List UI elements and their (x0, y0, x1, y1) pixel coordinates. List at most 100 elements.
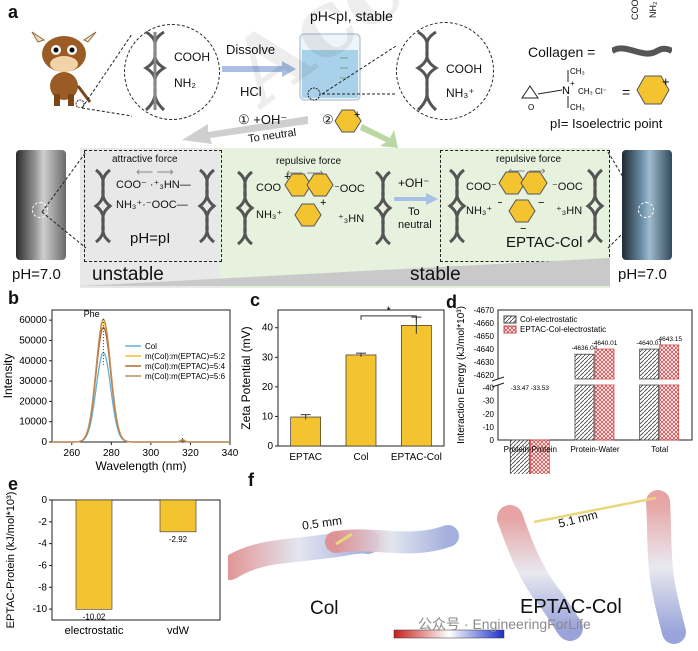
nh3-label: NH₃⁺ (446, 86, 475, 100)
y-tick-label: 60000 (19, 315, 47, 326)
helix-left-a (93, 168, 113, 244)
right-chem-3: ⁻OOC (552, 181, 583, 193)
legend-label: m(Col):m(EPTAC)=5:6 (145, 372, 226, 381)
bar (594, 348, 615, 380)
y-tick-label: 50000 (19, 335, 47, 346)
category-label: EPTAC (289, 452, 322, 463)
panel-c-label: c (250, 290, 261, 310)
mid-chem-3: ⁻OOC (334, 183, 365, 195)
panel-a-label: a (8, 2, 19, 22)
bar-lower-part (594, 384, 615, 441)
attractive-arrows: ⟵ ⟶ (136, 165, 174, 179)
ph-pi-label: pH=pI (130, 230, 171, 247)
x-tick-label: 340 (222, 448, 239, 459)
bar (659, 344, 680, 380)
y-tick-label: -20 (482, 410, 494, 419)
svg-text:−: − (538, 197, 544, 209)
y-tick-label: 40 (262, 323, 274, 334)
eptac-structure-icon: O N+ CH₃ CH₃ CH₃ Cl⁻ (521, 67, 607, 112)
svg-text:CH₃: CH₃ (570, 67, 585, 76)
step2-label: ② (322, 112, 334, 127)
category-label: Total (651, 445, 668, 454)
stable-label: stable (410, 264, 461, 285)
axis-break-mark (491, 376, 505, 382)
helix-mid-b (373, 170, 393, 246)
category-label: electrostatic (65, 625, 124, 637)
legend-label: Col (145, 342, 157, 351)
stability-wedge (80, 258, 610, 286)
y-tick-label: 0 (41, 437, 47, 448)
interaction-energy-chart: -4670 -4660 -4650 -4640 -4630 -4620 -40 -30 -20 -… (456, 306, 693, 474)
bar-value-label: -33.47 (511, 385, 530, 392)
y-tick-label: -4630 (474, 358, 495, 367)
bar-lower-part (574, 384, 595, 441)
y-tick-label: -2 (38, 517, 47, 528)
mid-hexagons: ++ (284, 172, 334, 227)
category-label: EPTAC-Col (391, 452, 442, 463)
pi-definition: pI= Isoelectric point (550, 116, 663, 131)
y-axis-label: Interaction Energy (kJ/mol*10³) (456, 306, 467, 444)
collagen-zoom-circle (124, 24, 220, 120)
panel-a: a COOH NH₂ Dissolve HCl pH<pI, stable (0, 0, 698, 290)
eptac-col-name-label: EPTAC-Col (520, 596, 622, 618)
bar-value-label: -33.53 (531, 385, 550, 392)
step1-label: ① +OH⁻ (238, 112, 288, 127)
x-tick-label: 300 (143, 448, 160, 459)
protonated-zoom-circle (396, 22, 494, 120)
zeta-potential-chart: 0 10 20 30 40 Zeta Potential (mV) EPTAC Col EPTA… (239, 305, 445, 463)
molecular-dynamics-render (228, 490, 686, 644)
y-tick-label: -10 (33, 604, 48, 615)
y-axis-label: Zeta Potential (mV) (239, 326, 253, 429)
left-box-chem-1: COO⁻ ·⁺₃HN— (116, 179, 191, 191)
mid-chem-2: NH₃⁺ (256, 209, 283, 221)
panel-f-label: f (248, 470, 254, 490)
spectrum-line (52, 326, 230, 443)
y-tick-label: -4620 (474, 371, 495, 380)
step2-hexagon-icon: + (334, 109, 362, 133)
test-tube-left (16, 150, 66, 260)
bar (290, 416, 322, 447)
step1-arrow-icon (182, 116, 308, 144)
eptac-col-box-label: EPTAC-Col (506, 234, 583, 251)
mid-step-label: +OH⁻ (398, 176, 430, 190)
dissolve-arrow-icon (222, 61, 296, 77)
test-tube-right (622, 150, 672, 260)
y-tick-label: 10 (262, 411, 274, 422)
spectrum-line (52, 321, 230, 443)
y-tick-label: 30 (262, 352, 274, 363)
bar-value-label: -4643.15 (656, 336, 682, 343)
y-axis-label: EPTAC-Protein (kJ/mol*10³) (5, 492, 17, 629)
bar-value-label: -4640.01 (592, 340, 618, 347)
bar-lower-part (659, 384, 680, 441)
svg-text:CH₃: CH₃ (570, 103, 585, 112)
bar (159, 499, 197, 533)
y-tick-label: 0 (41, 495, 47, 506)
nh2-vertical-label: NH₂ (648, 1, 658, 19)
category-label: vdW (167, 625, 190, 637)
bar (345, 354, 377, 447)
dissolve-label: Dissolve (226, 42, 276, 57)
svg-text:+: + (354, 109, 360, 121)
mid-chem-1: COO (256, 182, 282, 194)
eptac-hexagon-icon: + (636, 74, 670, 105)
helix-left-b (197, 168, 217, 244)
axis-break-mark (491, 382, 505, 388)
eptac-protein-chart: 0 -2 -4 -6 -8 -10 EPTAC-Protein (kJ/mol*10³) -1… (5, 492, 221, 637)
legend-label: EPTAC-Col-electrostatic (520, 325, 606, 334)
x-tick-label: 320 (182, 448, 199, 459)
ph-left-label: pH=7.0 (12, 266, 61, 283)
y-tick-label: -4670 (474, 306, 495, 315)
bar (400, 325, 432, 447)
y-tick-label: -8 (38, 582, 47, 593)
pi-box (84, 150, 222, 262)
mid-chem-4: ⁺₃HN (338, 213, 365, 225)
right-hexagons: − − − (498, 171, 548, 230)
bar-value-label: -2.92 (169, 535, 188, 544)
x-tick-label: 260 (63, 448, 80, 459)
y-tick-label: -30 (482, 397, 494, 406)
category-label: Protein-Protein (504, 445, 557, 454)
significance-star: * (387, 305, 392, 317)
y-tick-label: 20000 (19, 396, 47, 407)
bar-value-label: -4636.04 (572, 345, 598, 352)
zoom-lines-3 (41, 151, 87, 249)
